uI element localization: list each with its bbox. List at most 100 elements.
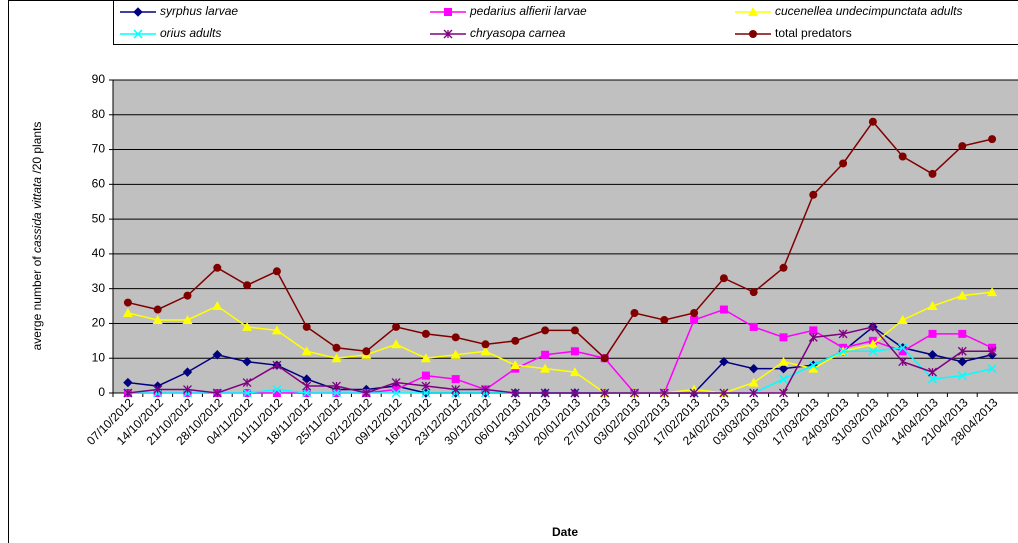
- marker: [152, 314, 163, 324]
- marker: [749, 322, 758, 331]
- marker: [778, 363, 789, 374]
- legend-label: total predators: [775, 26, 852, 40]
- marker: [898, 347, 907, 356]
- marker: [630, 388, 639, 398]
- marker: [272, 389, 281, 397]
- marker: [689, 388, 699, 398]
- marker: [361, 388, 371, 398]
- marker: [748, 363, 759, 374]
- marker: [451, 375, 460, 384]
- marker: [749, 288, 758, 297]
- marker: [421, 371, 430, 380]
- marker: [868, 322, 878, 332]
- marker: [838, 329, 848, 339]
- marker: [444, 8, 452, 16]
- marker: [212, 350, 223, 360]
- marker: [242, 356, 252, 367]
- marker: [540, 363, 551, 373]
- marker: [302, 388, 312, 398]
- marker: [480, 346, 491, 356]
- marker: [332, 381, 341, 391]
- marker: [569, 367, 580, 377]
- marker: [808, 363, 819, 373]
- y-tick-label: 80: [92, 107, 106, 121]
- marker: [153, 305, 162, 314]
- marker: [391, 388, 401, 398]
- marker: [182, 314, 193, 324]
- marker: [928, 329, 937, 338]
- marker: [481, 385, 490, 394]
- marker: [133, 7, 143, 17]
- marker: [570, 326, 579, 335]
- marker: [421, 381, 431, 391]
- y-tick-label: 90: [92, 72, 106, 86]
- marker: [630, 309, 639, 318]
- marker: [600, 354, 609, 363]
- marker: [957, 371, 967, 381]
- marker: [838, 346, 848, 356]
- marker: [153, 385, 163, 394]
- marker: [839, 159, 848, 168]
- y-tick-label: 0: [98, 385, 105, 399]
- legend-label: chryasopa carnea: [470, 26, 566, 40]
- marker: [362, 347, 371, 356]
- marker: [272, 267, 281, 276]
- marker: [242, 321, 253, 331]
- marker: [957, 356, 968, 367]
- marker: [183, 385, 192, 394]
- marker: [391, 378, 401, 388]
- legend-box: [113, 0, 1018, 45]
- marker: [778, 356, 789, 366]
- marker: [748, 7, 758, 16]
- marker: [540, 388, 550, 398]
- marker: [898, 152, 907, 161]
- marker: [301, 346, 312, 356]
- marker: [212, 388, 222, 398]
- marker: [391, 339, 402, 349]
- marker: [779, 333, 788, 342]
- marker: [927, 350, 938, 360]
- series-line: [127, 326, 993, 394]
- marker: [957, 290, 968, 300]
- x-axis-label: Date: [552, 525, 578, 539]
- marker: [779, 388, 788, 398]
- y-tick-label: 70: [92, 142, 106, 156]
- marker: [302, 381, 312, 391]
- marker: [928, 169, 937, 178]
- marker: [987, 287, 998, 297]
- marker: [660, 315, 669, 324]
- marker: [719, 274, 728, 283]
- series-line: [127, 291, 993, 394]
- marker: [420, 353, 431, 363]
- marker: [272, 384, 282, 395]
- marker: [570, 347, 579, 356]
- y-tick-label: 10: [92, 350, 106, 364]
- series-line: [127, 120, 993, 360]
- legend-label: syrphus larvae: [160, 4, 238, 18]
- marker: [749, 30, 757, 38]
- marker: [133, 29, 143, 39]
- marker: [690, 309, 699, 318]
- marker: [123, 377, 133, 388]
- marker: [242, 378, 252, 388]
- marker: [510, 388, 520, 398]
- marker: [271, 325, 282, 335]
- marker: [213, 263, 222, 272]
- marker: [421, 388, 431, 398]
- marker: [243, 281, 252, 290]
- marker: [809, 326, 818, 335]
- marker: [332, 343, 341, 352]
- marker: [719, 388, 729, 398]
- marker: [809, 190, 818, 199]
- y-tick-label: 30: [92, 281, 106, 295]
- marker: [690, 315, 699, 324]
- marker: [392, 322, 401, 331]
- marker: [511, 336, 520, 345]
- legend-label: orius adults: [160, 26, 221, 40]
- marker: [659, 388, 669, 398]
- marker: [302, 322, 311, 331]
- marker: [987, 346, 997, 356]
- y-tick-label: 40: [92, 246, 106, 260]
- marker: [272, 360, 282, 370]
- marker: [779, 263, 788, 272]
